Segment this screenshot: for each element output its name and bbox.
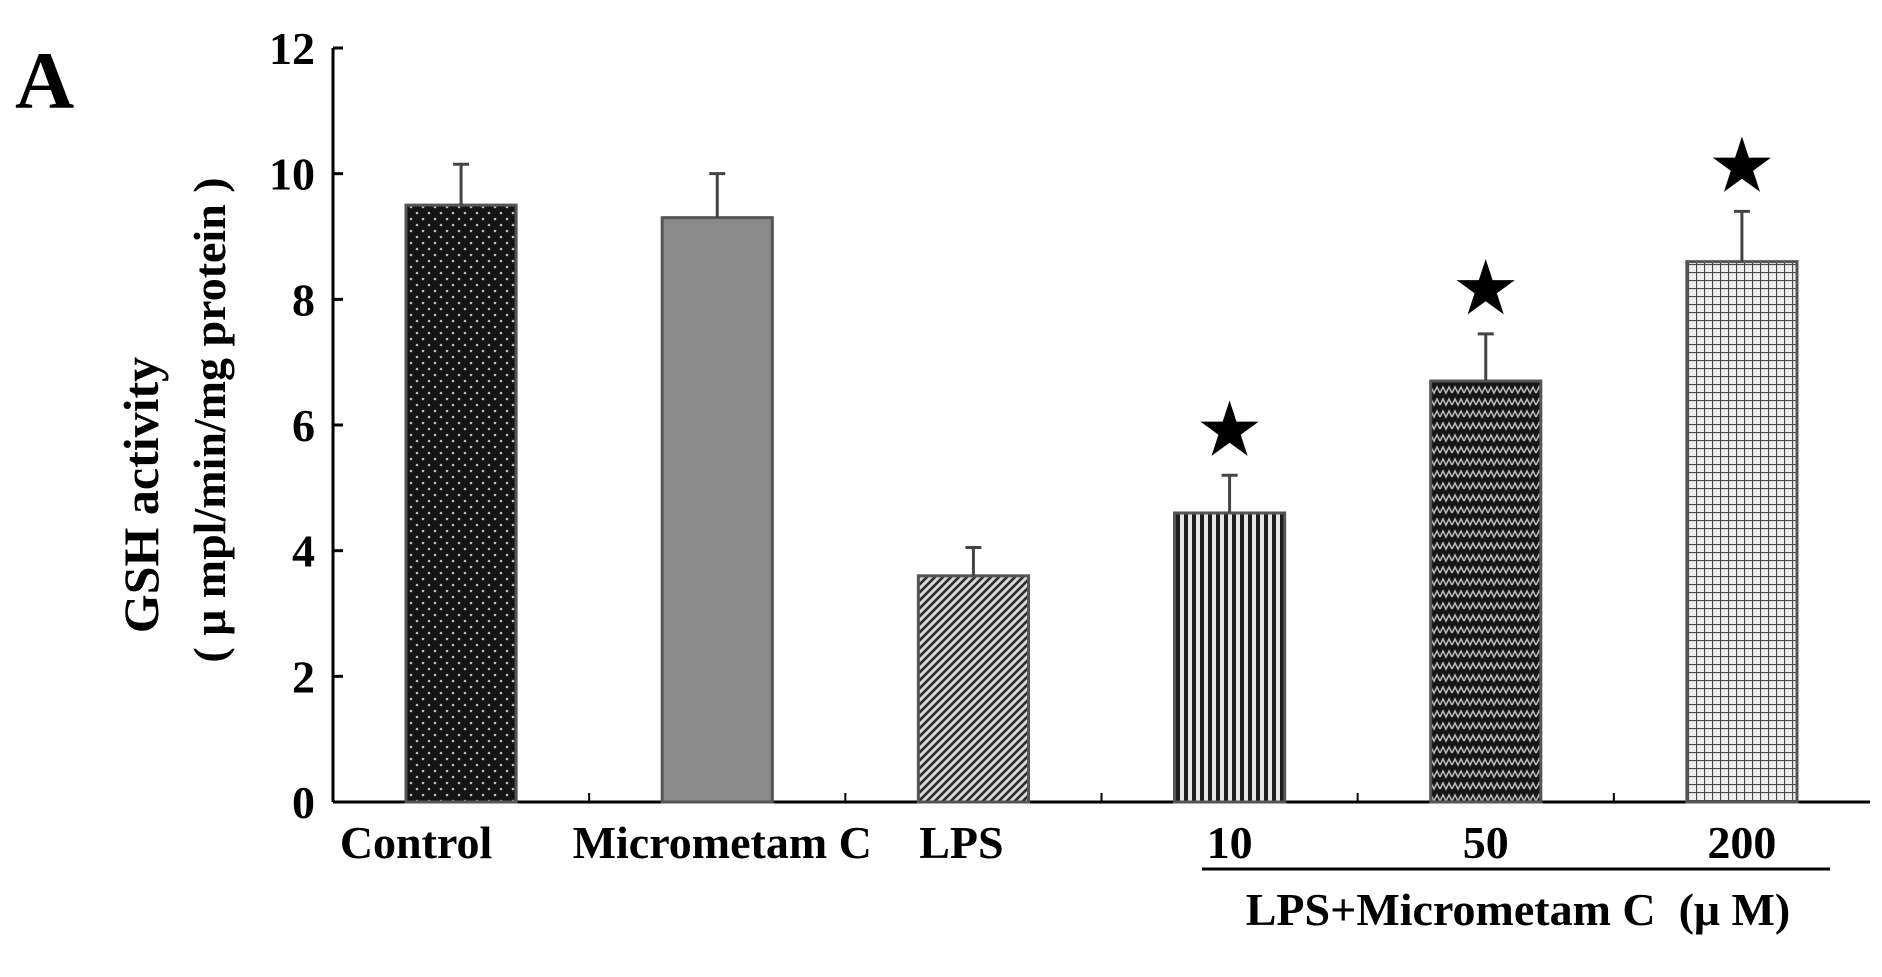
bar — [1173, 511, 1287, 804]
x-tick-label: 50 — [1463, 817, 1509, 868]
bar — [1429, 379, 1543, 804]
x-tick-label: Micrometam C — [573, 817, 872, 868]
y-tick-label: 4 — [292, 526, 315, 577]
x-tick-label: 200 — [1707, 817, 1776, 868]
group-bracket: LPS+Micrometam C (μ M) — [1202, 867, 1830, 935]
significance-star: ★ — [1196, 384, 1264, 473]
bar — [404, 203, 518, 804]
y-axis-title-line-1: GSH activity — [113, 357, 169, 633]
bar — [1685, 260, 1799, 804]
bar — [916, 574, 1030, 804]
x-tick-label: 10 — [1207, 817, 1253, 868]
y-axis-ticks: 0 2 4 6 8 10 12 — [269, 23, 343, 828]
x-axis-labels: Control Micrometam C LPS 10 50 200 — [340, 817, 1777, 868]
y-tick-label: 8 — [292, 274, 315, 325]
y-tick-label: 6 — [292, 400, 315, 451]
y-tick-label: 0 — [292, 777, 315, 828]
y-axis-title: GSH activity ( μ mpl/min/mg protein ) — [113, 177, 235, 662]
bars: ★ ★ ★ — [404, 120, 1799, 804]
x-tick-label: Control — [340, 817, 493, 868]
y-axis-title-line-2: ( μ mpl/min/mg protein ) — [184, 177, 235, 662]
x-tick-label: LPS — [919, 817, 1003, 868]
significance-star: ★ — [1452, 243, 1520, 332]
y-tick-label: 2 — [292, 651, 315, 702]
axes — [331, 48, 1870, 804]
panel-label: A — [15, 35, 74, 126]
y-tick-label: 12 — [269, 23, 315, 74]
y-tick-label: 10 — [269, 149, 315, 200]
bar — [660, 216, 774, 804]
group-caption: LPS+Micrometam C (μ M) — [1246, 884, 1791, 935]
significance-star: ★ — [1708, 120, 1776, 209]
